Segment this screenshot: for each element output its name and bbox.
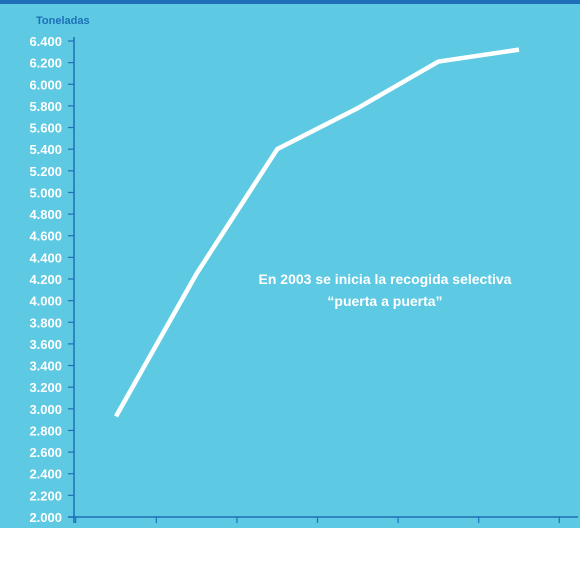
y-tick-label: 2.400	[29, 467, 62, 482]
y-tick-label: 3.800	[29, 315, 62, 330]
y-tick-label: 5.800	[29, 99, 62, 114]
x-tick-label: 2003	[181, 527, 212, 543]
chart-panel	[0, 4, 580, 528]
y-tick-label: 2.200	[29, 488, 62, 503]
top-rule	[0, 0, 580, 4]
y-tick-label: 5.600	[29, 121, 62, 136]
y-axis-tick-labels: 2.000 2.200 2.400 2.600 2.800 3.000 3.200 3.400…	[29, 34, 62, 525]
annotation-line-1: En 2003 se inicia la recogida selectiva	[259, 271, 512, 287]
x-tick-label: 2004	[262, 527, 293, 543]
y-tick-label: 2.000	[29, 510, 62, 525]
x-tick-label: 2002	[100, 527, 131, 543]
y-tick-label: 6.200	[29, 56, 62, 71]
y-tick-label: 5.400	[29, 142, 62, 157]
y-tick-label: 3.600	[29, 337, 62, 352]
y-tick-label: 4.800	[29, 207, 62, 222]
y-tick-label: 4.400	[29, 250, 62, 265]
series-line	[114, 47, 520, 418]
y-tick-label: 3.400	[29, 359, 62, 374]
y-tick-label: 2.600	[29, 445, 62, 460]
x-tick-label: 2006	[423, 527, 454, 543]
x-tick-label: 2005	[342, 527, 373, 543]
y-tick-label: 6.000	[29, 77, 62, 92]
x-tick-label: 2007	[503, 527, 534, 543]
annotation: En 2003 se inicia la recogida selectiva …	[259, 271, 512, 309]
y-axis-ticks	[68, 40, 74, 518]
x-axis-ticks	[75, 517, 560, 523]
x-axis-tick-labels: 2002 2003 2004 2005 2006 2007	[100, 527, 534, 543]
y-tick-label: 3.000	[29, 402, 62, 417]
y-tick-label: 4.200	[29, 272, 62, 287]
y-tick-label: 5.000	[29, 185, 62, 200]
y-tick-label: 2.800	[29, 423, 62, 438]
annotation-line-2: “puerta a puerta”	[327, 293, 442, 309]
y-tick-label: 4.000	[29, 294, 62, 309]
y-tick-label: 3.200	[29, 380, 62, 395]
y-axis-unit-label: Toneladas	[36, 15, 90, 27]
y-tick-label: 4.600	[29, 229, 62, 244]
y-tick-label: 6.400	[29, 34, 62, 49]
y-tick-label: 5.200	[29, 164, 62, 179]
